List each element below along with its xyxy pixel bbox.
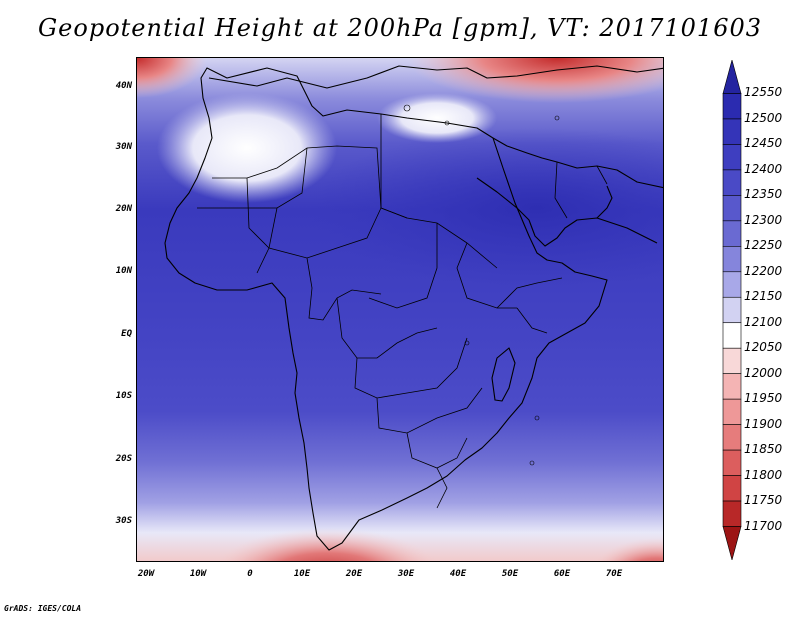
colorbar-tick-label: 11900 [744, 416, 783, 431]
lat-tick-label: EQ [121, 329, 132, 339]
colorbar-tick-label: 12500 [744, 110, 783, 125]
colorbar-segment [722, 118, 742, 145]
colorbar-segment [722, 424, 742, 451]
lat-tick-label: 10N [115, 266, 132, 276]
plot-title: Geopotential Height at 200hPa [gpm], VT:… [38, 14, 762, 42]
lon-tick-label: 10E [293, 569, 311, 579]
lon-tick-label: 20E [345, 569, 363, 579]
colorbar-segment [722, 271, 742, 298]
lat-tick-label: 20N [115, 204, 132, 214]
colorbar-tick-label: 12450 [744, 136, 783, 151]
colorbar-segment [722, 93, 742, 120]
height-field-map [137, 58, 663, 561]
colorbar-tick-label: 11950 [744, 391, 783, 406]
country-borders [197, 114, 608, 509]
colorbar-tick-label: 11850 [744, 442, 783, 457]
colorbar-tick-label: 12400 [744, 161, 783, 176]
colorbar-segment [722, 526, 742, 560]
lon-tick-label: 50E [501, 569, 519, 579]
coastlines [164, 65, 663, 551]
colorbar-segment [722, 322, 742, 349]
colorbar-tick-label: 12000 [744, 365, 783, 380]
colorbar-segment [722, 195, 742, 222]
colorbar-segment [722, 169, 742, 196]
colorbar-segment [722, 373, 742, 400]
colorbar-tick-label: 11700 [744, 518, 783, 533]
lon-tick-label: 60E [553, 569, 571, 579]
lon-tick-label: 40E [449, 569, 467, 579]
colorbar-tick-label: 12100 [744, 314, 783, 329]
lon-tick-label: 10W [189, 569, 207, 579]
lat-tick-label: 20S [115, 454, 132, 464]
colorbar [722, 60, 742, 560]
colorbar-tick-label: 12550 [744, 85, 783, 100]
colorbar-segment [722, 296, 742, 324]
lon-tick-label: 0 [247, 569, 253, 579]
lon-tick-label: 70E [605, 569, 623, 579]
lon-tick-label: 30E [397, 569, 415, 579]
colorbar-segment [722, 60, 742, 94]
map-panel [136, 57, 664, 562]
lat-tick-label: 30S [115, 516, 132, 526]
island-outlines [403, 104, 560, 466]
colorbar-tick-label: 12150 [744, 289, 783, 304]
colorbar-segment [722, 144, 742, 171]
colorbar-segment [722, 347, 742, 374]
colorbar-tick-label: 11800 [744, 467, 783, 482]
colorbar-tick-label: 11750 [744, 493, 783, 508]
colorbar-tick-label: 12050 [744, 340, 783, 355]
colorbar-segment [722, 500, 742, 527]
colorbar-tick-label: 12250 [744, 238, 783, 253]
lon-tick-label: 20W [137, 569, 155, 579]
colorbar-tick-label: 12200 [744, 263, 783, 278]
lat-tick-label: 40N [115, 81, 132, 91]
colorbar-tick-label: 12350 [744, 187, 783, 202]
colorbar-segment [722, 246, 742, 273]
colorbar-segment [722, 398, 742, 425]
colorbar-segment [722, 449, 742, 476]
colorbar-segment [722, 220, 742, 247]
lat-tick-label: 10S [115, 391, 132, 401]
colorbar-segment [722, 475, 742, 502]
colorbar-tick-label: 12300 [744, 212, 783, 227]
lat-tick-label: 30N [115, 142, 132, 152]
footer-credit: GrADS: IGES/COLA [4, 604, 82, 613]
